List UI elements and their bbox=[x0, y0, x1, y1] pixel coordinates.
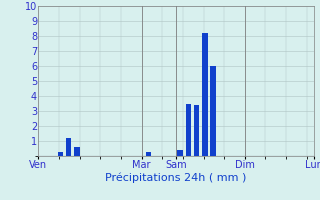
Bar bbox=[211, 66, 216, 156]
Bar bbox=[146, 152, 151, 156]
Bar bbox=[186, 104, 191, 156]
Bar bbox=[177, 150, 183, 156]
Bar bbox=[58, 152, 63, 156]
Bar bbox=[66, 138, 71, 156]
X-axis label: Précipitations 24h ( mm ): Précipitations 24h ( mm ) bbox=[105, 173, 247, 183]
Bar bbox=[194, 105, 199, 156]
Bar bbox=[202, 33, 208, 156]
Bar bbox=[74, 147, 80, 156]
